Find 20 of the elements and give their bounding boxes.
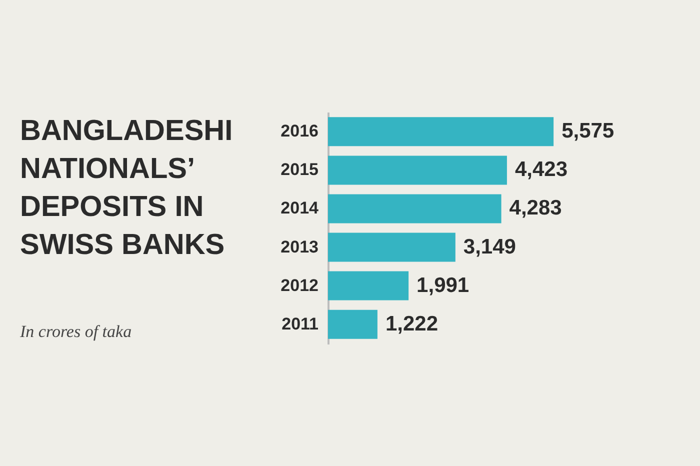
y-tick-label: 2015 [280, 160, 318, 180]
bar [328, 271, 409, 300]
y-tick-label: 2013 [280, 237, 318, 256]
data-label: 1,222 [385, 312, 438, 336]
bar [328, 117, 554, 146]
data-label: 5,575 [562, 119, 614, 142]
y-tick-label: 2014 [280, 198, 320, 218]
data-label: 3,149 [463, 235, 516, 258]
bar [328, 194, 502, 224]
text: In crores of taka [19, 322, 132, 341]
data-label: 4,423 [514, 158, 568, 181]
y-tick-label: 2016 [280, 122, 318, 141]
bar [328, 232, 456, 262]
data-label: 1,991 [416, 274, 470, 297]
bar [328, 310, 378, 339]
data-label: 4,283 [509, 196, 562, 220]
y-tick-label: 2012 [280, 276, 318, 295]
text: BANGLADESHI NATIONALS’ DEPOSITS IN SWISS BANKS [20, 115, 233, 262]
bar [328, 156, 507, 185]
y-tick-label: 2011 [282, 314, 318, 334]
